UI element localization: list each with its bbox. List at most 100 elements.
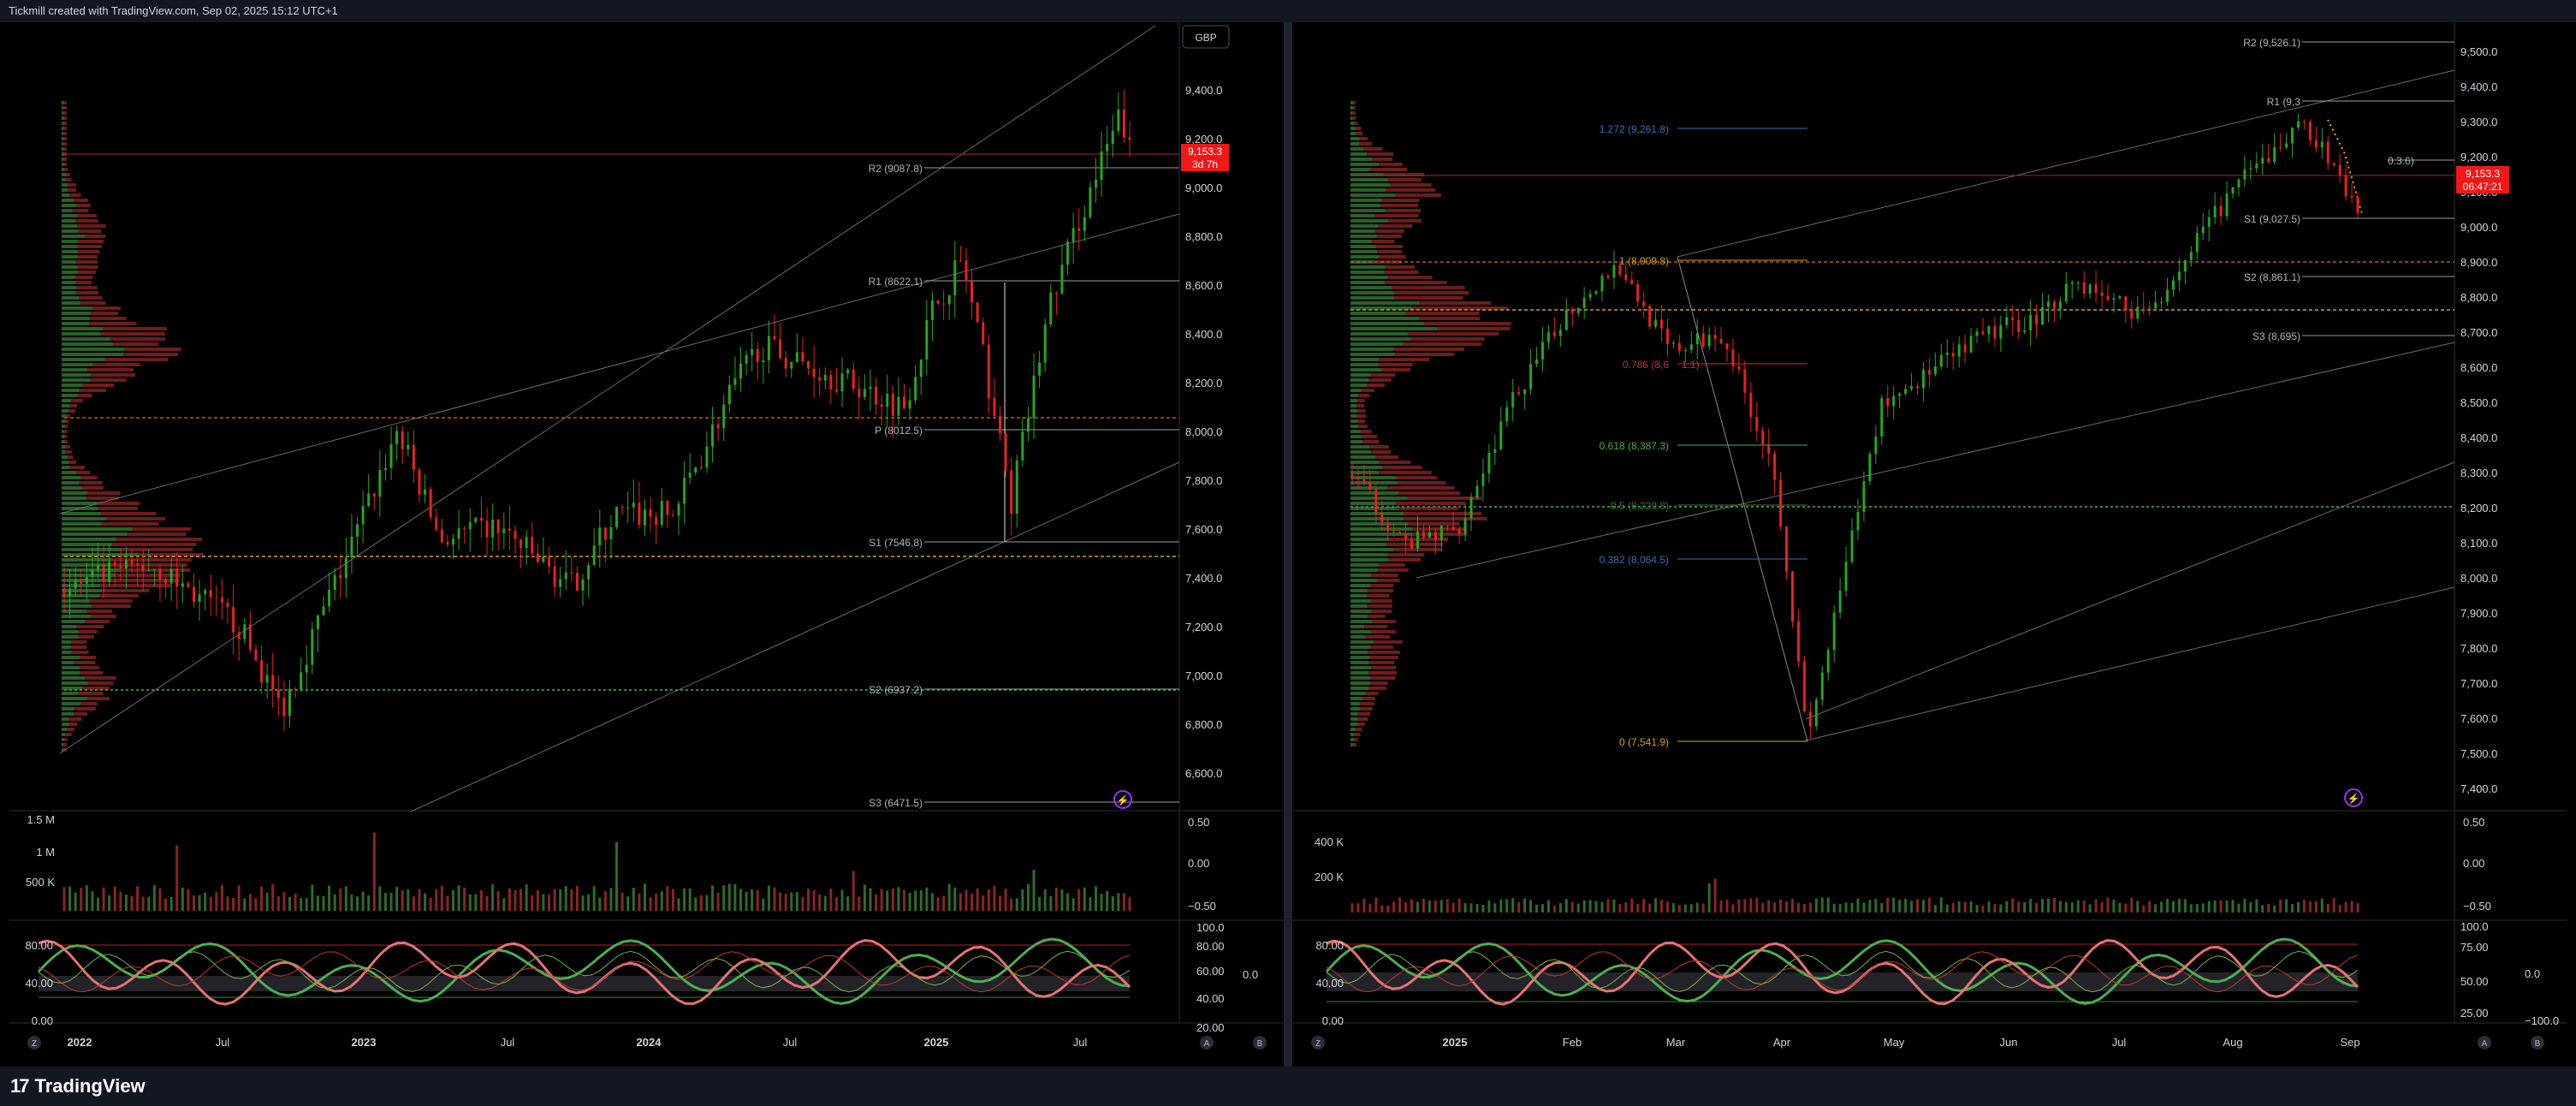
- volume-profile-bar: [1350, 599, 1371, 603]
- volume-profile-bar: [1370, 676, 1396, 680]
- volume-profile-bar: [62, 728, 68, 731]
- volume-profile-bar: [1398, 491, 1460, 495]
- volume-bar: [716, 892, 720, 911]
- chart-canvas[interactable]: R2 (9087.8) R1 (8622.1) P (8012.5) S1 (7546…: [0, 22, 2576, 1067]
- volume-profile-bar: [62, 609, 87, 613]
- volume-bar: [1433, 901, 1437, 913]
- volume-profile-bar: [1357, 722, 1365, 726]
- volume-profile-bar: [68, 461, 77, 464]
- candle-body: [1529, 364, 1533, 389]
- volume-profile-bar: [62, 568, 121, 572]
- candle-body: [91, 570, 94, 578]
- volume-profile-bar: [62, 306, 93, 310]
- candle-body: [68, 588, 72, 597]
- axis-toggle-button[interactable]: [1253, 1036, 1267, 1050]
- volume-bar: [829, 889, 833, 911]
- volume-profile-bar: [1350, 111, 1353, 115]
- volume-bar: [1122, 893, 1125, 911]
- volume-profile-bar: [1350, 147, 1364, 151]
- price-axis-label: 9,500.0: [2460, 45, 2497, 58]
- volume-profile-bar: [1350, 163, 1380, 166]
- volume-bar: [2302, 899, 2306, 913]
- volume-profile-bar: [62, 656, 80, 659]
- volume-bar: [886, 890, 889, 911]
- volume-profile-bar: [1357, 409, 1366, 413]
- volume-profile-bar: [62, 640, 72, 644]
- axis-toggle-button[interactable]: [2531, 1036, 2544, 1050]
- volume-profile-bar: [1368, 671, 1398, 675]
- volume-profile-bar: [1350, 404, 1356, 407]
- candle-body: [1511, 392, 1515, 407]
- candle-body: [1683, 349, 1687, 351]
- volume-profile-bar: [1370, 168, 1408, 171]
- candle-body: [1826, 650, 1830, 673]
- candle-body: [536, 553, 539, 562]
- candle-body: [2296, 121, 2300, 128]
- oscillator-right-label: 50.00: [2460, 975, 2489, 988]
- price-axis-label: 8,800.0: [2460, 291, 2497, 304]
- volume-profile-bar: [67, 188, 77, 192]
- candle-body: [1083, 217, 1086, 231]
- candle-body: [779, 339, 782, 359]
- volume-bar: [440, 885, 443, 911]
- volume-profile-bar: [76, 625, 104, 628]
- volume-bar: [564, 886, 567, 911]
- volume-profile-bar: [1350, 224, 1379, 228]
- volume-bar: [333, 894, 336, 911]
- oscillator-line: [38, 951, 1131, 993]
- volume-profile-bar: [78, 271, 97, 274]
- candle-body: [1004, 432, 1007, 471]
- volume-bar: [1999, 904, 2003, 913]
- candle-body: [2094, 284, 2098, 293]
- candle-body: [1933, 366, 1937, 375]
- candle-body: [1892, 395, 1896, 407]
- volume-profile-bar: [101, 512, 157, 515]
- candle-body: [356, 524, 359, 537]
- volume-profile-bar: [62, 620, 86, 623]
- candle-body: [1725, 343, 1729, 350]
- candle-body: [564, 572, 567, 580]
- candle-body: [446, 542, 449, 545]
- candle-body: [1374, 489, 1378, 514]
- candle-body: [1600, 276, 1604, 292]
- volume-bar: [795, 892, 798, 911]
- volume-profile-bar: [1368, 661, 1395, 664]
- volume-profile-bar: [77, 245, 102, 248]
- volume-profile-bar: [68, 722, 78, 726]
- candle-body: [947, 295, 951, 305]
- axis-toggle-button[interactable]: [1200, 1036, 1214, 1050]
- candle-body: [2219, 205, 2223, 217]
- candle-body: [840, 373, 844, 392]
- candle-body: [243, 624, 246, 639]
- volume-profile-bar: [82, 384, 115, 387]
- volume-profile-bar: [1377, 579, 1400, 582]
- volume-bar: [74, 892, 77, 911]
- volume-bar: [496, 890, 500, 911]
- volume-bar: [1032, 870, 1036, 911]
- volume-profile-bar: [62, 116, 65, 120]
- volume-profile-bar: [1395, 193, 1441, 197]
- axis-toggle-button[interactable]: [2478, 1036, 2491, 1050]
- volume-profile-bar: [62, 414, 67, 418]
- volume-bar: [102, 887, 105, 911]
- candle-body: [2142, 306, 2146, 308]
- candle-body: [2350, 195, 2353, 198]
- candle-body: [102, 565, 105, 582]
- volume-bar: [1713, 878, 1717, 913]
- volume-profile-bar: [1358, 394, 1370, 397]
- volume-bar: [2225, 900, 2229, 913]
- currency-button[interactable]: [1182, 25, 1230, 49]
- candle-body: [2100, 292, 2104, 296]
- volume-profile-bar: [1361, 389, 1375, 392]
- tradingview-logo-icon: 17: [10, 1075, 30, 1097]
- volume-bar: [790, 892, 793, 911]
- candle-body: [1612, 265, 1616, 278]
- volume-bar: [1671, 903, 1675, 913]
- volume-profile-bar: [1381, 199, 1420, 202]
- volume-profile-bar: [62, 255, 78, 259]
- axis-toggle-button[interactable]: [1311, 1036, 1325, 1050]
- candle-body: [1487, 452, 1491, 473]
- candle-body: [1969, 336, 1973, 353]
- axis-toggle-button[interactable]: [27, 1036, 41, 1050]
- candle-body: [2118, 296, 2122, 299]
